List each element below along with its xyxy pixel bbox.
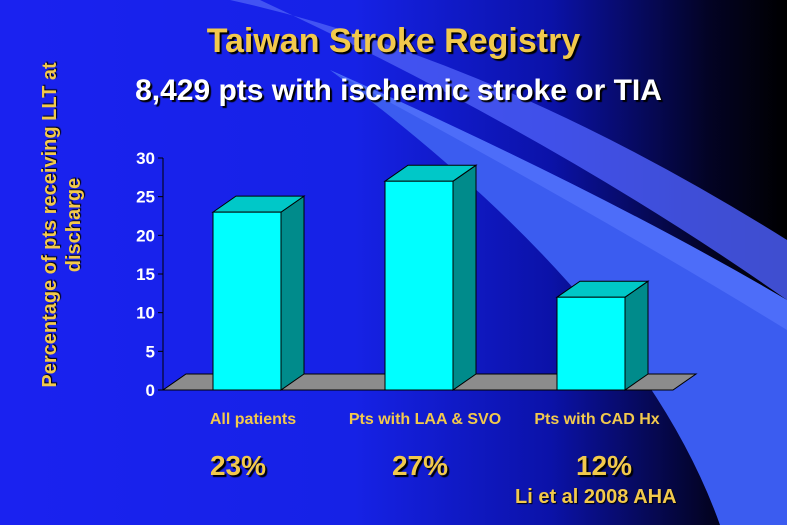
category-label: Pts with CAD Hx (534, 411, 659, 428)
slide-title: Taiwan Stroke Registry (206, 22, 581, 60)
category-label: All patients (210, 411, 296, 428)
percent-label-laa-svo: 27% (391, 450, 449, 481)
y-tick-label: 10 (136, 304, 155, 323)
y-tick-label: 20 (136, 226, 155, 245)
slide-subtitle: 8,429 pts with ischemic stroke or TIA (135, 74, 662, 107)
bar (384, 180, 454, 391)
y-tick-label: 25 (136, 188, 155, 207)
y-tick-label: 30 (136, 149, 155, 168)
category-label: Pts with LAA & SVO (349, 411, 501, 428)
bar-side (452, 164, 477, 391)
bar (212, 211, 282, 391)
bar (556, 296, 626, 391)
y-tick-label: 5 (146, 342, 155, 361)
percent-label-all-patients: 23% (209, 450, 267, 481)
citation: Li et al 2008 AHA (515, 486, 677, 508)
y-tick-label: 15 (136, 265, 155, 284)
bar-side (280, 195, 305, 391)
y-tick-label: 0 (146, 381, 155, 400)
bar-side (624, 280, 649, 391)
percent-label-cad-hx: 12% (575, 450, 633, 481)
